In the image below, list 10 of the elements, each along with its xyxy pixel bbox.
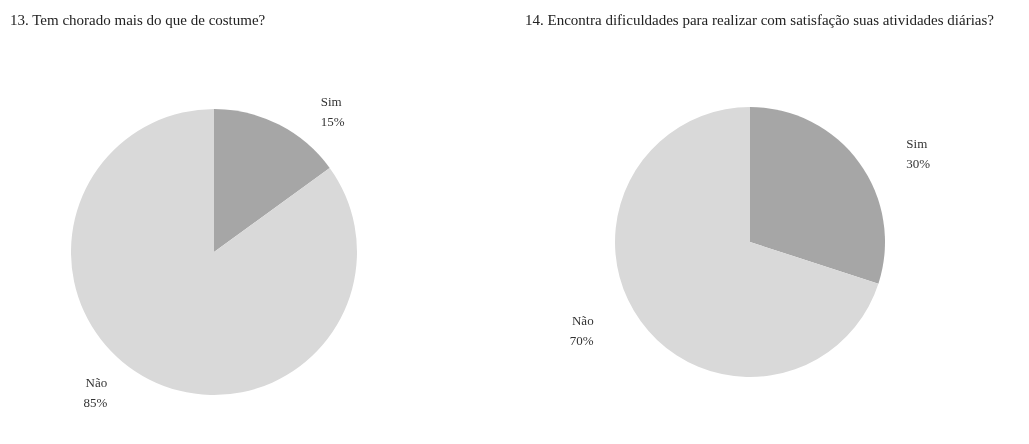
data-label: 85% bbox=[83, 395, 108, 411]
chart-title: 14. Encontra dificuldades para realizar com satisfação suas atividades diárias? bbox=[525, 12, 995, 28]
slice-label: Sim bbox=[320, 93, 342, 109]
data-label: 15% bbox=[320, 113, 345, 129]
slice-label: Sim bbox=[906, 136, 928, 152]
slice-label: Não bbox=[571, 312, 594, 328]
data-label: 30% bbox=[906, 156, 931, 172]
data-label: 70% bbox=[569, 332, 594, 348]
slice-label: Não bbox=[85, 375, 108, 391]
chart-title: 13. Tem chorado mais do que de costume? bbox=[10, 12, 266, 28]
